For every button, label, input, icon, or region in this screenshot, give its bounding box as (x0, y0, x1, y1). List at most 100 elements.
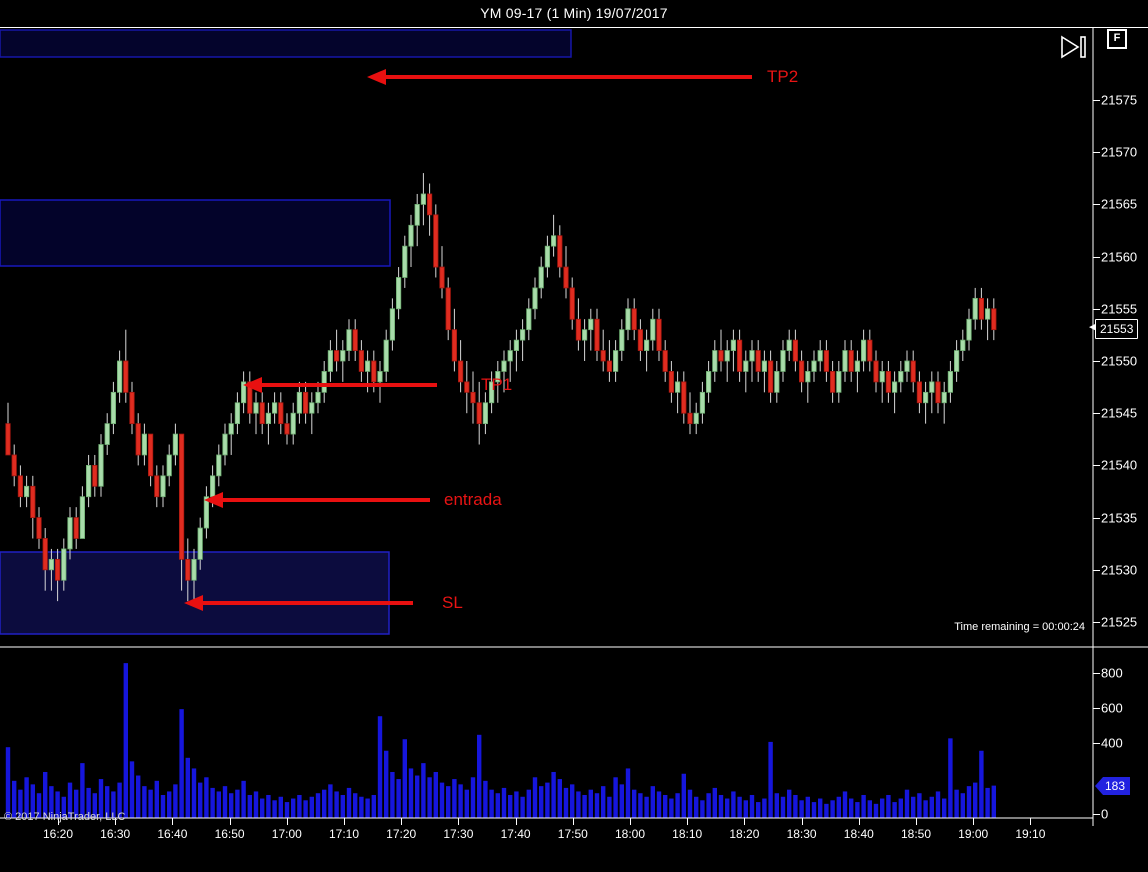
annotation-arrow[interactable] (204, 492, 430, 508)
time-axis-label: 17:30 (443, 827, 474, 841)
candle-body (48, 558, 55, 571)
candle-body (129, 391, 135, 425)
playback-play-button[interactable] (1060, 34, 1090, 62)
volume-bar (222, 786, 228, 818)
volume-axis-label: 600 (1101, 700, 1123, 716)
candle-body (526, 308, 532, 331)
candle-body (222, 433, 228, 456)
current-volume-marker: 183 (1095, 777, 1131, 795)
candle-body (216, 454, 222, 477)
volume-bar (495, 793, 500, 818)
price-tick (1093, 465, 1100, 467)
candle-body (892, 381, 898, 393)
volume-bar (278, 796, 283, 818)
time-tick (801, 818, 803, 825)
candle-body (947, 371, 954, 393)
annotation-arrow[interactable] (243, 377, 437, 393)
volume-bar (774, 793, 779, 818)
volume-bar (625, 768, 631, 818)
volume-bar (142, 786, 147, 818)
arrow-label-entrada[interactable]: entrada (444, 490, 502, 509)
candle-body (495, 371, 501, 383)
candle-body (563, 266, 569, 289)
candle-body (774, 371, 780, 393)
volume-bar (539, 786, 544, 818)
candle-body (830, 371, 836, 393)
candle-body (73, 517, 79, 539)
price-zone-rect[interactable] (0, 29, 572, 58)
candle-body (445, 287, 451, 331)
candle-body (377, 371, 383, 383)
volume-bar (706, 793, 711, 818)
volume-bar (619, 784, 624, 818)
candle-body (991, 308, 997, 331)
candle-body (42, 538, 48, 571)
volume-bar (966, 786, 972, 818)
volume-bar (687, 789, 693, 818)
candle-body (17, 475, 24, 498)
volume-bar (743, 800, 748, 818)
volume-bar (830, 800, 835, 818)
candle-body (718, 350, 724, 362)
volume-bar (117, 782, 122, 818)
volume-bar (880, 798, 885, 818)
candle-body (178, 433, 185, 560)
time-axis-label: 18:30 (786, 827, 817, 841)
arrow-label-tp1[interactable]: TP1 (481, 375, 513, 394)
candle-body (792, 339, 799, 362)
candle-body (333, 350, 340, 362)
candle-body (656, 318, 662, 351)
volume-bar (446, 786, 451, 818)
candle-body (600, 350, 606, 362)
candle-body (79, 496, 85, 539)
volume-bar (563, 787, 569, 818)
candle-body (240, 381, 247, 404)
candle-body (823, 350, 830, 372)
time-axis-label: 18:40 (843, 827, 874, 841)
volume-bar (396, 779, 401, 818)
time-axis-label: 17:40 (500, 827, 531, 841)
time-axis-label: 18:00 (614, 827, 646, 841)
annotation-arrow[interactable] (367, 69, 752, 85)
price-tick (1093, 517, 1100, 519)
volume-bar (173, 784, 178, 818)
volume-bar (917, 793, 922, 818)
volume-bar (601, 786, 606, 818)
arrow-label-tp2[interactable]: TP2 (767, 67, 799, 86)
volume-bar (464, 789, 469, 818)
volume-bar (929, 796, 934, 818)
current-price-marker: 21553 (1095, 319, 1139, 339)
candle-body (172, 433, 178, 456)
candle-body (117, 360, 123, 393)
candle-body (160, 475, 166, 498)
volume-bar (898, 798, 903, 818)
price-tick (1093, 569, 1100, 571)
time-axis-label: 17:00 (271, 827, 302, 841)
volume-bar (582, 794, 587, 818)
candle-body (730, 339, 737, 351)
volume-bar (216, 791, 221, 818)
candle-body (488, 381, 495, 404)
volume-bar (154, 780, 159, 818)
time-axis-label: 18:10 (672, 827, 703, 841)
candle-body (606, 360, 613, 372)
arrow-label-sl[interactable]: SL (442, 593, 463, 612)
volume-bar (129, 761, 135, 818)
annotation-arrow[interactable] (184, 595, 413, 611)
price-tick (1093, 413, 1100, 415)
price-zone-rect[interactable] (0, 199, 391, 267)
candle-body (749, 350, 755, 362)
price-axis-label: 21535 (1101, 510, 1138, 526)
candle-body (476, 402, 482, 425)
fixed-scale-button[interactable]: F (1107, 29, 1127, 49)
candle-body (278, 402, 284, 425)
candle-body (675, 381, 681, 393)
candle-body (61, 548, 67, 581)
candle-body (327, 350, 334, 372)
volume-bar (762, 798, 767, 818)
volume-bar (805, 796, 810, 818)
volume-bar (731, 791, 736, 818)
volume-bar (334, 791, 339, 818)
candle-body (302, 391, 309, 414)
